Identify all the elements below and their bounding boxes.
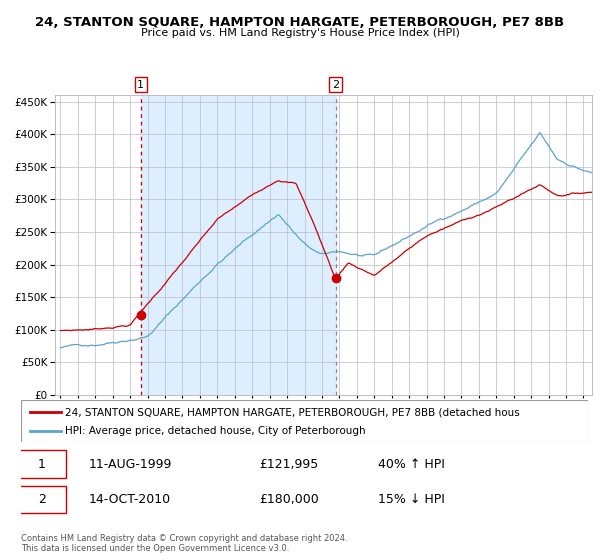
FancyBboxPatch shape <box>18 486 67 514</box>
Text: 1: 1 <box>137 80 145 90</box>
Text: Contains HM Land Registry data © Crown copyright and database right 2024.
This d: Contains HM Land Registry data © Crown c… <box>21 534 347 553</box>
Text: £121,995: £121,995 <box>259 458 319 471</box>
Text: 14-OCT-2010: 14-OCT-2010 <box>89 493 171 506</box>
FancyBboxPatch shape <box>18 450 67 478</box>
Bar <box>141 95 335 395</box>
Text: 11-AUG-1999: 11-AUG-1999 <box>89 458 172 471</box>
Text: Price paid vs. HM Land Registry's House Price Index (HPI): Price paid vs. HM Land Registry's House … <box>140 28 460 38</box>
Text: 15% ↓ HPI: 15% ↓ HPI <box>378 493 445 506</box>
Text: 2: 2 <box>332 80 339 90</box>
Text: 24, STANTON SQUARE, HAMPTON HARGATE, PETERBOROUGH, PE7 8BB: 24, STANTON SQUARE, HAMPTON HARGATE, PET… <box>35 16 565 29</box>
Text: 2: 2 <box>38 493 46 506</box>
FancyBboxPatch shape <box>21 400 588 442</box>
Text: 40% ↑ HPI: 40% ↑ HPI <box>378 458 445 471</box>
Text: 1: 1 <box>38 458 46 471</box>
Text: HPI: Average price, detached house, City of Peterborough: HPI: Average price, detached house, City… <box>65 426 366 436</box>
Text: 24, STANTON SQUARE, HAMPTON HARGATE, PETERBOROUGH, PE7 8BB (detached hous: 24, STANTON SQUARE, HAMPTON HARGATE, PET… <box>65 407 520 417</box>
Text: £180,000: £180,000 <box>259 493 319 506</box>
